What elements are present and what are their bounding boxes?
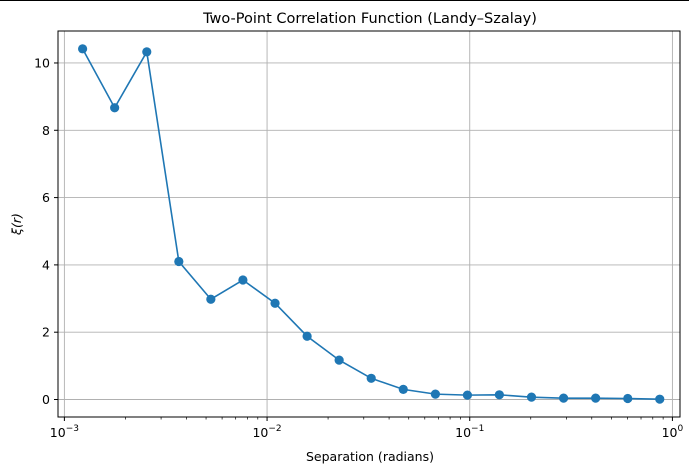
chart-title: Two-Point Correlation Function (Landy–Sz… (202, 11, 537, 27)
y-tick-label: 2 (42, 325, 50, 340)
series-layer (78, 44, 665, 404)
x-tick-label-base: 10 (50, 425, 66, 440)
data-point (110, 103, 120, 113)
data-point (623, 393, 633, 404)
series-line (81, 48, 660, 400)
plot-frame (57, 30, 681, 418)
data-point (142, 47, 152, 57)
x-tick-label: 100 (662, 424, 684, 440)
grid (58, 31, 680, 417)
x-tick-label: 10−3 (50, 424, 79, 440)
data-point (78, 44, 88, 54)
y-tick-label: 6 (42, 190, 50, 205)
data-point (494, 390, 504, 400)
x-tick-label-exponent: −2 (268, 424, 281, 434)
x-tick-label-base: 10 (455, 425, 471, 440)
data-point (366, 373, 376, 383)
data-point (430, 389, 441, 399)
data-point (334, 355, 344, 365)
y-tick-label: 4 (42, 257, 50, 272)
y-axis-label: ξ(r) (9, 213, 24, 236)
data-point (398, 384, 408, 395)
x-tick-label-exponent: −1 (471, 424, 484, 434)
x-tick-label-exponent: 0 (678, 424, 684, 434)
data-point (655, 394, 665, 404)
data-point (302, 331, 312, 341)
x-tick-label: 10−2 (252, 424, 281, 440)
data-point (591, 393, 601, 403)
x-tick-label-base: 10 (252, 425, 268, 440)
x-tick-label: 10−1 (455, 424, 484, 440)
x-axis-label: Separation (radians) (306, 449, 434, 464)
data-point (174, 256, 184, 267)
data-point (462, 390, 473, 400)
x-tick-label-exponent: −3 (66, 424, 79, 434)
data-point (206, 294, 216, 304)
y-tick-label: 10 (34, 55, 50, 70)
data-point (558, 393, 569, 403)
data-point (270, 298, 280, 308)
y-tick-label: 8 (42, 123, 50, 138)
x-tick-label-base: 10 (662, 425, 678, 440)
data-point (526, 392, 537, 402)
data-point (238, 275, 248, 285)
top-border (0, 0, 689, 1)
y-tick-label: 0 (42, 392, 50, 407)
